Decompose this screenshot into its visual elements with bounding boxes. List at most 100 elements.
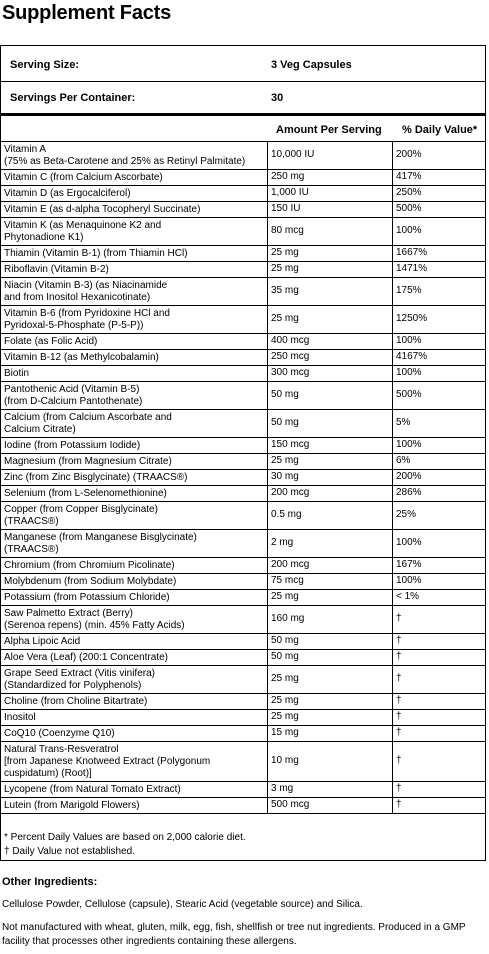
nutrient-daily-value: † [396,799,402,810]
nutrient-row: Molybdenum (from Sodium Molybdate) 75 mcg… [1,574,485,590]
nutrient-row: Folate (as Folic Acid) 400 mcg 100% [1,334,485,350]
nutrient-name: Natural Trans-Resveratrol [from Japanese… [4,744,211,779]
nutrient-row: Alpha Lipoic Acid 50 mg † [1,634,485,650]
nutrient-name: Lutein (from Marigold Flowers) [4,800,140,811]
nutrient-name: Copper (from Copper Bisglycinate) (TRAAC… [4,504,158,527]
nutrient-name: Choline (from Choline Bitartrate) [4,696,148,707]
nutrient-daily-value: 175% [396,285,422,296]
nutrient-daily-value: 25% [396,509,417,520]
nutrient-name: Alpha Lipoic Acid [4,636,81,647]
nutrient-amount: 75 mcg [271,575,304,586]
nutrient-name: Niacin (Vitamin B-3) (as Niacinamide and… [4,280,168,303]
nutrient-daily-value: † [396,695,402,706]
nutrient-row: Biotin 300 mcg 100% [1,366,485,382]
nutrient-name: Saw Palmetto Extract (Berry) (Serenoa re… [4,608,185,631]
nutrient-row: CoQ10 (Coenzyme Q10) 15 mg † [1,726,485,742]
nutrient-name: Lycopene (from Natural Tomato Extract) [4,784,181,795]
nutrient-name: Riboflavin (Vitamin B-2) [4,264,109,275]
servings-label: Servings Per Container: [10,92,136,104]
nutrient-row: Vitamin E (as d-alpha Tocopheryl Succina… [1,202,485,218]
nutrient-row: Chromium (from Chromium Picolinate) 200 m… [1,558,485,574]
nutrient-daily-value: † [396,783,402,794]
nutrient-row: Niacin (Vitamin B-3) (as Niacinamide and… [1,278,485,306]
nutrient-amount: 150 IU [271,203,301,214]
nutrient-row: Manganese (from Manganese Bisglycinate) … [1,530,485,558]
servings-value: 30 [271,92,284,104]
nutrient-name: Iodine (from Potassium Iodide) [4,440,141,451]
nutrient-row: Magnesium (from Magnesium Citrate) 25 mg 6… [1,454,485,470]
nutrient-daily-value: 100% [396,537,422,548]
nutrient-amount: 50 mg [271,389,299,400]
column-divider [392,142,393,814]
nutrient-row: Aloe Vera (Leaf) (200:1 Concentrate) 50 m… [1,650,485,666]
nutrient-name: Vitamin E (as d-alpha Tocopheryl Succina… [4,204,201,215]
nutrient-row: Zinc (from Zinc Bisglycinate) (TRAACS®) 3… [1,470,485,486]
nutrient-amount: 30 mg [271,471,299,482]
nutrient-daily-value: < 1% [396,591,420,602]
nutrient-daily-value: 1667% [396,247,428,258]
nutrient-row: Grape Seed Extract (Vitis vinifera) (Sta… [1,666,485,694]
nutrient-name: Zinc (from Zinc Bisglycinate) (TRAACS®) [4,472,188,483]
nutrient-row: Vitamin B-6 (from Pyridoxine HCl and Pyr… [1,306,485,334]
amount-column-header: Amount Per Serving [276,124,382,136]
nutrient-name: Pantothenic Acid (Vitamin B-5) (from D-C… [4,384,143,407]
nutrient-amount: 25 mg [271,247,299,258]
nutrient-name: Chromium (from Chromium Picolinate) [4,560,175,571]
nutrient-daily-value: 100% [396,335,422,346]
nutrient-row: Saw Palmetto Extract (Berry) (Serenoa re… [1,606,485,634]
nutrient-amount: 2 mg [271,537,294,548]
footnote-dv-not-established: † Daily Value not established. [4,846,136,857]
nutrient-name: Inositol [4,712,36,723]
nutrient-daily-value: † [396,651,402,662]
nutrient-row: Thiamin (Vitamin B-1) (from Thiamin HCl)… [1,246,485,262]
nutrient-amount: 250 mg [271,171,305,182]
nutrient-daily-value: † [396,755,402,766]
nutrient-row: Vitamin C (from Calcium Ascorbate) 250 mg… [1,170,485,186]
nutrient-amount: 25 mg [271,711,299,722]
nutrient-name: Molybdenum (from Sodium Molybdate) [4,576,177,587]
nutrient-amount: 50 mg [271,417,299,428]
serving-size-label: Serving Size: [10,59,80,71]
nutrient-daily-value: 1250% [396,313,428,324]
nutrient-amount: 400 mcg [271,335,310,346]
nutrient-amount: 35 mg [271,285,299,296]
nutrient-name: CoQ10 (Coenzyme Q10) [4,728,115,739]
nutrient-row: Lycopene (from Natural Tomato Extract) 3 … [1,782,485,798]
nutrient-amount: 200 mcg [271,559,310,570]
nutrient-name: Folate (as Folic Acid) [4,336,98,347]
nutrient-row: Pantothenic Acid (Vitamin B-5) (from D-C… [1,382,485,410]
nutrient-row: Natural Trans-Resveratrol [from Japanese… [1,742,485,782]
other-ingredients-title: Other Ingredients: [2,876,98,888]
nutrient-row: Vitamin B-12 (as Methylcobalamin) 250 mcg… [1,350,485,366]
nutrient-daily-value: 100% [396,367,422,378]
nutrient-name: Magnesium (from Magnesium Citrate) [4,456,172,467]
nutrient-amount: 500 mcg [271,799,310,810]
nutrient-daily-value: 100% [396,225,422,236]
nutrient-daily-value: † [396,727,402,738]
nutrient-amount: 3 mg [271,783,294,794]
nutrient-daily-value: 167% [396,559,422,570]
nutrient-row: Lutein (from Marigold Flowers) 500 mcg † [1,798,485,814]
nutrient-row: Vitamin D (as Ergocalciferol) 1,000 IU 250… [1,186,485,202]
nutrient-name: Vitamin D (as Ergocalciferol) [4,188,131,199]
nutrient-row: Inositol 25 mg † [1,710,485,726]
nutrient-amount: 25 mg [271,313,299,324]
nutrient-amount: 25 mg [271,455,299,466]
other-ingredients-text: Cellulose Powder, Cellulose (capsule), S… [2,899,363,910]
allergen-statement: Not manufactured with wheat, gluten, mil… [2,922,466,947]
nutrient-daily-value: † [396,635,402,646]
footnote-percent-dv: * Percent Daily Values are based on 2,00… [4,832,246,843]
nutrient-name: Vitamin A (75% as Beta-Carotene and 25% … [4,144,246,167]
daily-value-column-header: % Daily Value* [402,124,478,136]
nutrient-amount: 160 mg [271,613,305,624]
nutrient-row: Selenium (from L-Selenomethionine) 200 mc… [1,486,485,502]
nutrient-row: Vitamin A (75% as Beta-Carotene and 25% … [1,142,485,170]
nutrient-row: Choline (from Choline Bitartrate) 25 mg † [1,694,485,710]
nutrient-daily-value: 286% [396,487,422,498]
nutrient-amount: 0.5 mg [271,509,302,520]
nutrient-name: Vitamin C (from Calcium Ascorbate) [4,172,163,183]
nutrient-name: Biotin [4,368,30,379]
nutrient-amount: 10 mg [271,755,299,766]
nutrient-daily-value: 200% [396,149,422,160]
nutrient-daily-value: 5% [396,417,411,428]
